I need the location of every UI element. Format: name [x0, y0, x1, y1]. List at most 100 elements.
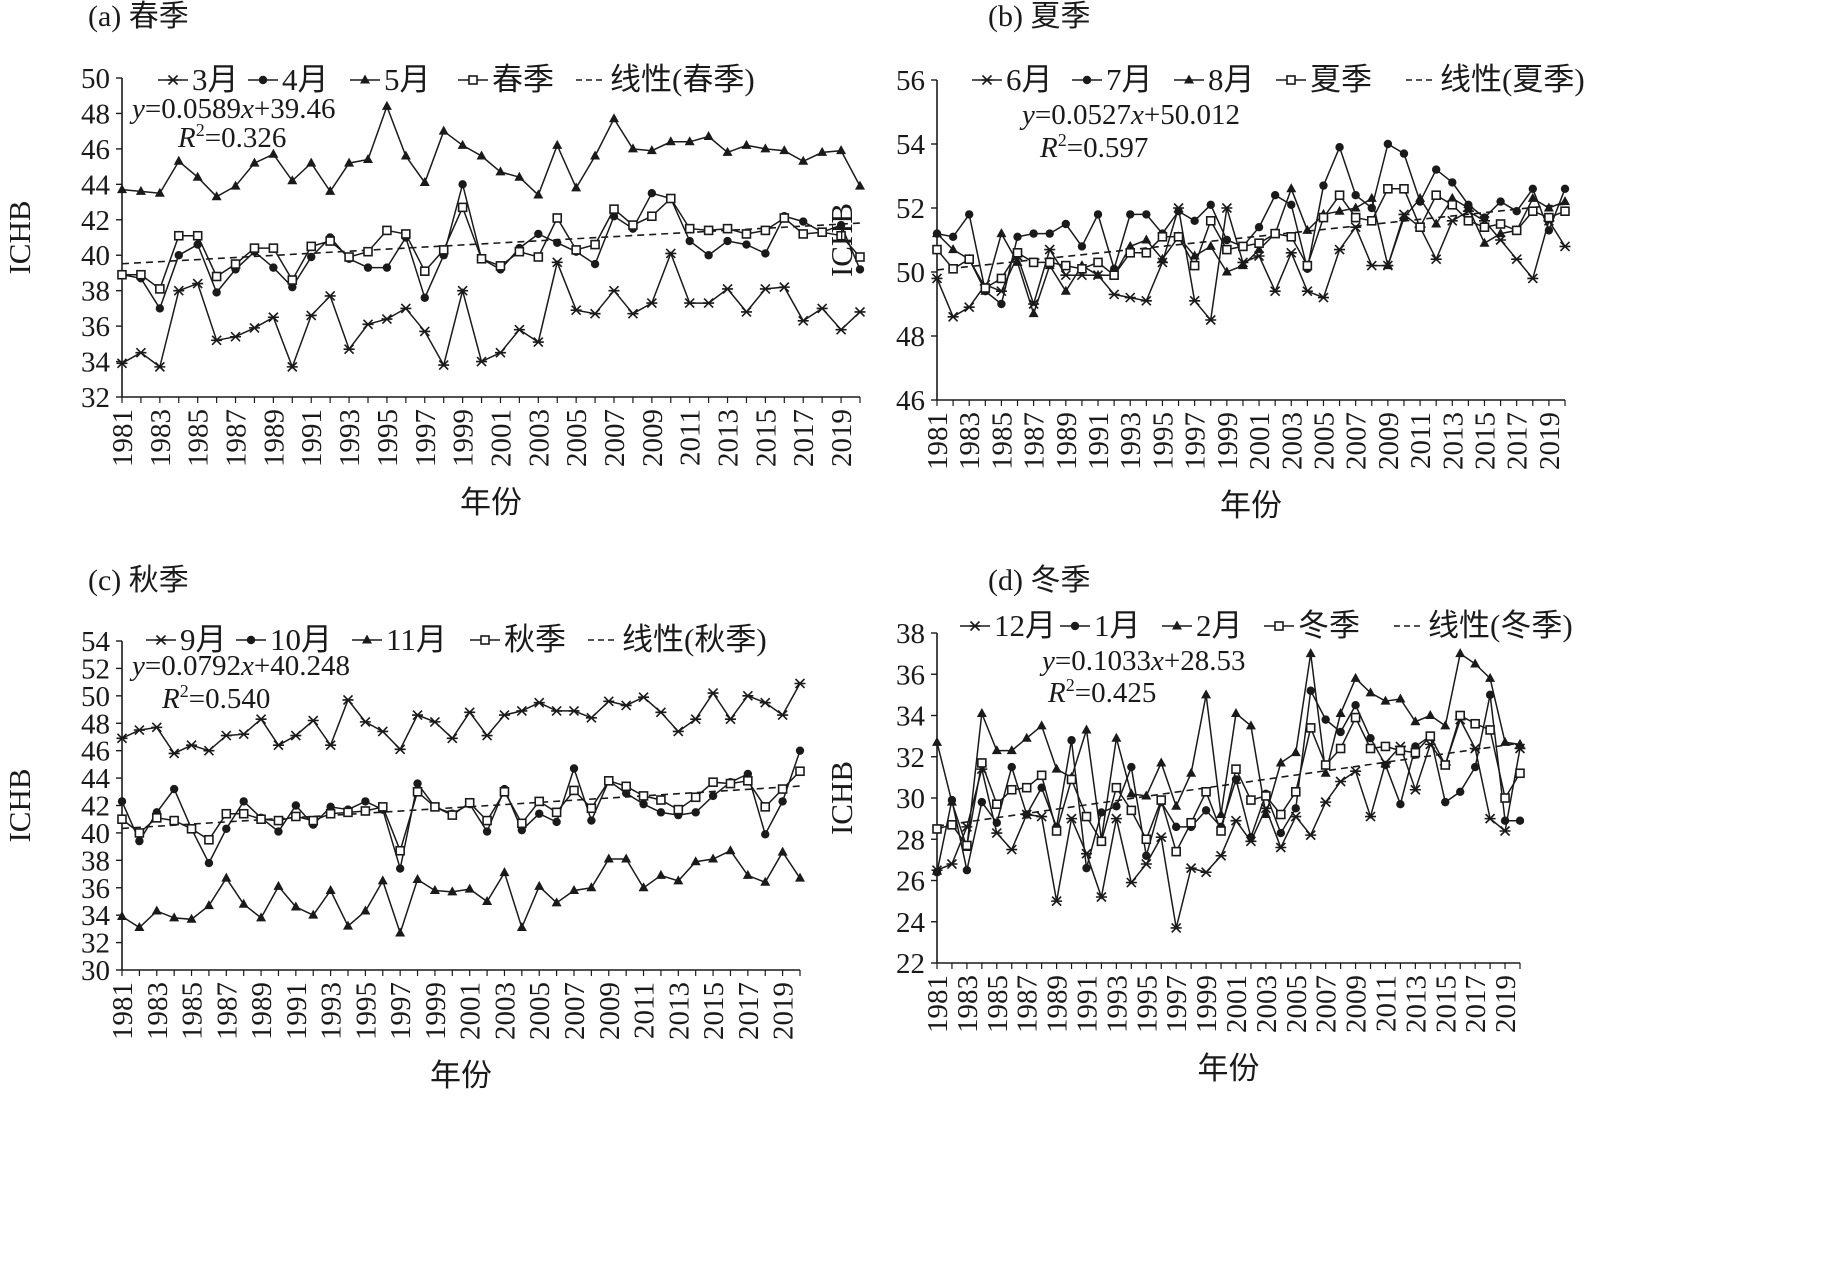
data-point — [946, 858, 958, 870]
data-point — [1141, 234, 1152, 244]
x-tick-label: 2013 — [1400, 975, 1432, 1033]
data-point — [192, 171, 203, 181]
legend-marker — [167, 74, 179, 86]
x-axis-title: 年份 — [460, 485, 522, 520]
data-point — [1082, 863, 1091, 873]
data-point — [587, 816, 596, 825]
data-point — [1201, 689, 1212, 699]
data-point — [1021, 782, 1032, 793]
legend-label: 冬季 — [1298, 608, 1360, 643]
data-point — [1141, 790, 1152, 800]
data-point — [795, 872, 805, 882]
data-point — [685, 236, 694, 246]
data-point — [690, 792, 701, 803]
x-tick-label: 2003 — [1251, 975, 1283, 1033]
x-tick-label: 1985 — [183, 409, 215, 467]
data-point — [117, 911, 127, 921]
data-point — [1246, 795, 1256, 805]
x-axis-title: 年份 — [430, 1058, 492, 1093]
data-point — [1560, 184, 1570, 193]
data-point — [1399, 184, 1409, 194]
panel-c-autumn: (c) 秋季 30 32 34 36 38 40 42 44 46 48 50 52 54 1981 1983… — [0, 564, 900, 1280]
data-point — [1335, 143, 1344, 152]
data-point — [290, 730, 302, 741]
data-point — [193, 240, 202, 249]
legend-label: 12月 — [994, 608, 1056, 643]
data-point — [1305, 723, 1316, 733]
series-square — [932, 710, 1525, 857]
data-point — [249, 157, 260, 167]
data-point — [419, 266, 430, 276]
data-point — [855, 252, 865, 262]
data-point — [533, 189, 544, 199]
data-point — [620, 700, 632, 711]
data-point — [534, 229, 543, 239]
data-point — [855, 265, 865, 274]
r-squared: R2=0.540 — [161, 681, 270, 715]
data-point — [239, 797, 248, 806]
data-point — [1222, 244, 1232, 255]
data-point — [1485, 725, 1495, 735]
data-point — [154, 187, 165, 197]
data-point — [1077, 242, 1087, 251]
equation-part: y — [129, 650, 145, 682]
y-tick-label: 40 — [81, 240, 110, 272]
x-tick-label: 2013 — [713, 409, 745, 467]
data-point — [723, 236, 732, 246]
x-tick-label: 1993 — [316, 982, 348, 1040]
data-point — [1066, 813, 1078, 824]
y-tick-label: 38 — [896, 618, 925, 650]
series-square — [932, 184, 1570, 293]
data-point — [778, 797, 787, 806]
data-point — [725, 778, 736, 789]
x-tick-label: 2005 — [1308, 412, 1340, 470]
legend: 6月 7月 8月 夏季 线性(夏季) — [972, 62, 1585, 97]
data-point — [1206, 200, 1215, 209]
x-tick-label: 1989 — [246, 982, 278, 1040]
data-point — [759, 697, 771, 708]
data-point — [1036, 811, 1048, 822]
x-tick-label: 2001 — [455, 982, 487, 1040]
data-point — [684, 298, 696, 309]
data-point — [1317, 292, 1329, 303]
data-point — [551, 897, 562, 907]
x-tick-label: 1981 — [107, 409, 139, 467]
data-point — [457, 139, 468, 149]
data-point — [513, 324, 525, 335]
data-point — [238, 898, 249, 908]
data-point — [836, 230, 846, 241]
data-point — [672, 726, 684, 737]
y-tick-label: 50 — [81, 63, 110, 95]
equation-part: x — [1130, 99, 1144, 131]
x-tick-label: 1983 — [952, 975, 984, 1033]
data-point — [287, 275, 298, 285]
legend: 3月 4月 5月 春季 线性(春季) — [158, 62, 755, 97]
data-point — [273, 815, 284, 826]
data-point — [639, 799, 648, 809]
y-tick-label: 32 — [896, 742, 925, 774]
data-point — [1157, 232, 1168, 242]
data-point — [1383, 139, 1393, 149]
data-point — [1127, 762, 1136, 772]
data-point — [290, 901, 301, 911]
data-point — [1231, 764, 1241, 774]
data-point — [1109, 270, 1119, 281]
data-point — [590, 239, 600, 250]
x-tick-label: 1983 — [954, 412, 986, 470]
legend-marker — [155, 634, 167, 646]
data-point — [476, 253, 487, 264]
data-point — [230, 180, 241, 190]
equation-part: +28.53 — [1164, 645, 1246, 677]
data-point — [363, 246, 373, 257]
data-point — [1254, 244, 1265, 254]
series-line — [936, 188, 1566, 290]
data-point — [1512, 207, 1521, 216]
data-point — [307, 715, 319, 726]
data-point — [585, 712, 597, 723]
data-point — [1336, 727, 1345, 737]
data-point — [589, 308, 601, 319]
data-point — [1006, 844, 1018, 855]
data-point — [1013, 232, 1022, 241]
data-point — [359, 716, 371, 727]
data-point — [962, 865, 972, 875]
